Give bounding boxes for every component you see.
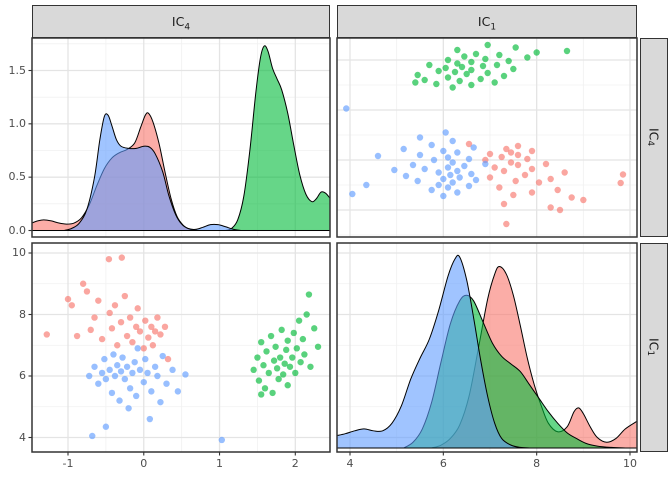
axis-tick-label: 6	[439, 457, 447, 470]
axis-tick-label: 1.5	[8, 63, 27, 77]
axis-tick-label: -1	[62, 457, 74, 470]
panel-density-ic1	[336, 242, 638, 453]
strip-top-right: IC1	[337, 5, 637, 38]
panel-scatter-ic4-ic1	[31, 242, 331, 453]
axis-tick-label: 6	[19, 369, 26, 382]
axis-tick-label: 8	[19, 307, 26, 321]
strip-right-bottom: IC1	[640, 243, 668, 452]
panel-density-ic4	[31, 37, 331, 238]
axis-tick-label: 0	[140, 457, 148, 470]
axis-tick-label: 2	[291, 457, 299, 470]
strip-label-ic1-right: IC1	[645, 338, 662, 357]
strip-right-top: IC4	[640, 38, 668, 237]
strip-top-left: IC4	[32, 5, 330, 38]
axis-tick-label: 8	[533, 457, 541, 470]
axis-tick-label: 4	[346, 457, 354, 470]
axis-tick-label: 4	[19, 430, 26, 444]
axis-tick-label: 0.5	[8, 170, 27, 184]
panel-scatter-ic1-ic4	[336, 37, 638, 238]
strip-label-ic4-top: IC4	[171, 14, 191, 33]
strip-label-ic4-right: IC4	[645, 128, 662, 147]
axis-tick-label: 0.0	[8, 223, 27, 237]
axis-tick-label: 1	[216, 457, 224, 470]
strip-label-ic1-top: IC1	[477, 14, 497, 33]
axis-tick-label: 10	[12, 246, 26, 259]
axis-tick-label: 1.0	[8, 116, 27, 130]
axis-tick-label: 10	[623, 457, 637, 470]
